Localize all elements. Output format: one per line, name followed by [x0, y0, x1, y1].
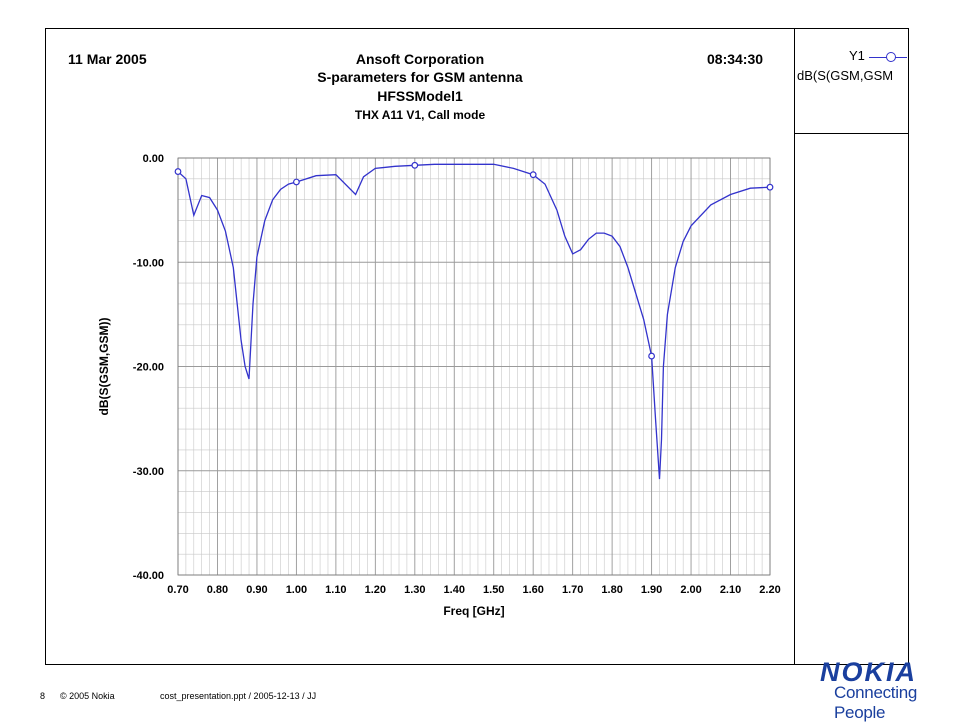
x-tick-label: 1.70	[562, 584, 583, 596]
x-tick-label: 0.70	[167, 584, 188, 596]
footer-file-info: cost_presentation.ppt / 2005-12-13 / JJ	[160, 691, 317, 701]
data-marker	[529, 171, 537, 179]
data-marker	[766, 183, 774, 191]
x-tick-label: 1.10	[325, 584, 346, 596]
chart-title: S-parameters for GSM antenna	[317, 69, 523, 85]
report-time: 08:34:30	[707, 51, 764, 67]
x-tick-label: 1.90	[641, 584, 662, 596]
legend-divider	[795, 133, 908, 134]
x-tick-label: 0.80	[207, 584, 228, 596]
y-axis-label: dB(S(GSM,GSM))	[97, 318, 111, 416]
plot-area	[177, 157, 771, 576]
footer-page-number: 8	[40, 691, 46, 701]
x-tick-label: 1.40	[444, 584, 465, 596]
x-tick-label: 2.20	[759, 584, 780, 596]
chart-subtitle: THX A11 V1, Call mode	[354, 108, 486, 122]
data-marker	[174, 168, 182, 175]
model-name: HFSSModel1	[377, 88, 463, 104]
legend-trace-name[interactable]: Y1	[849, 48, 865, 63]
footer-copyright: © 2005 Nokia	[60, 691, 115, 701]
x-tick-label: 1.00	[286, 584, 307, 596]
company-name: Ansoft Corporation	[355, 51, 485, 67]
nokia-logo: NOKIA	[820, 657, 917, 687]
x-tick-label: 0.90	[246, 584, 267, 596]
data-marker	[411, 161, 419, 169]
x-tick-label: 1.80	[601, 584, 622, 596]
x-tick-label: 2.00	[680, 584, 701, 596]
report-date: 11 Mar 2005	[68, 51, 147, 67]
x-axis-label: Freq [GHz]	[443, 604, 504, 618]
plot-frame	[45, 28, 795, 665]
x-tick-label: 1.30	[404, 584, 425, 596]
x-tick-label: 1.20	[365, 584, 386, 596]
legend-marker-icon	[886, 52, 896, 62]
x-tick-label: 2.10	[720, 584, 741, 596]
series-line	[177, 163, 771, 480]
nokia-tagline: Connecting People	[834, 683, 918, 722]
legend-expression[interactable]: dB(S(GSM,GSM	[797, 68, 894, 83]
x-tick-label: 1.60	[522, 584, 543, 596]
data-marker	[293, 178, 300, 186]
x-tick-label: 1.50	[483, 584, 504, 596]
data-marker	[648, 352, 655, 360]
legend-panel: Y1 dB(S(GSM,GSM	[794, 28, 909, 665]
y-tick-label: -10.00	[133, 257, 164, 269]
y-tick-label: -20.00	[133, 362, 164, 374]
y-tick-label: 0.00	[143, 153, 164, 165]
y-tick-label: -40.00	[133, 570, 164, 582]
y-tick-label: -30.00	[133, 466, 164, 478]
